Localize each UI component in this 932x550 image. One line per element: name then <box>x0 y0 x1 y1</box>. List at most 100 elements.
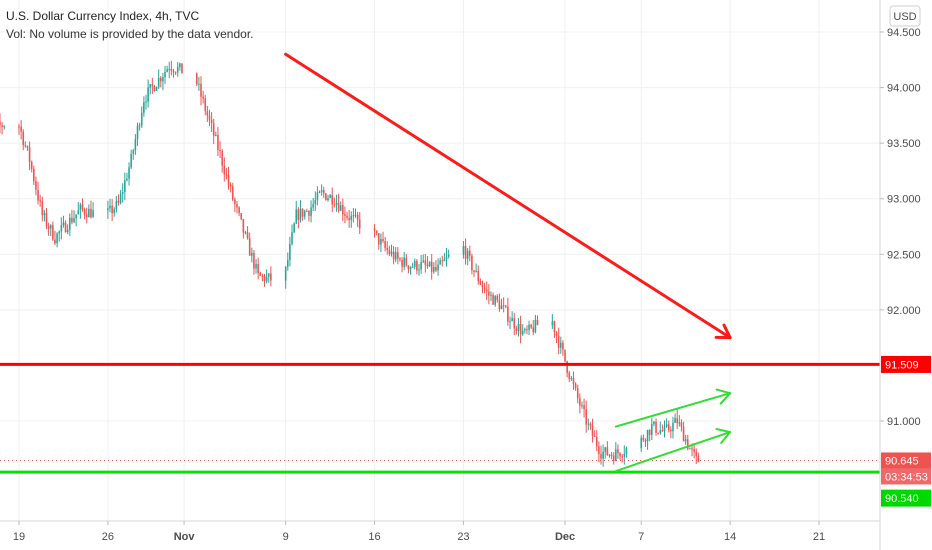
candle <box>602 444 604 467</box>
candle <box>113 207 116 217</box>
candle <box>297 207 300 229</box>
candle <box>132 148 135 160</box>
candle <box>697 452 700 463</box>
candle <box>64 220 67 233</box>
candle <box>595 430 598 452</box>
candle <box>151 77 154 95</box>
candle <box>170 60 173 76</box>
candle <box>28 141 31 171</box>
candle <box>386 241 389 255</box>
candle <box>646 429 649 450</box>
currency-button[interactable]: USD <box>889 5 921 27</box>
candle <box>490 291 492 302</box>
candle <box>49 224 52 237</box>
candle <box>411 262 414 268</box>
candle <box>600 445 602 465</box>
candle <box>598 441 600 463</box>
candle <box>121 183 124 203</box>
candle <box>140 106 143 128</box>
candle <box>574 382 577 391</box>
candle <box>322 186 325 198</box>
candle <box>229 182 232 193</box>
candle <box>621 453 623 463</box>
candle <box>674 413 676 423</box>
candle <box>71 209 73 225</box>
candle <box>642 434 645 442</box>
candle <box>41 196 44 222</box>
candle <box>468 245 471 262</box>
time-tick-label: 16 <box>368 531 380 543</box>
candle <box>75 214 77 227</box>
candle <box>536 315 539 326</box>
candle <box>200 76 202 106</box>
channel-lower-arrow[interactable] <box>614 428 732 473</box>
candle <box>92 202 94 218</box>
candle <box>672 416 674 439</box>
candle <box>507 297 509 326</box>
candle <box>198 76 200 91</box>
candle <box>665 418 668 428</box>
candle <box>568 370 571 383</box>
currency-label: USD <box>893 11 916 23</box>
candle <box>308 210 310 222</box>
candle <box>293 222 295 234</box>
candle <box>640 435 643 452</box>
candle <box>24 141 27 148</box>
candle <box>513 312 516 335</box>
candle <box>606 441 609 456</box>
candle <box>551 314 554 330</box>
candle <box>312 197 314 211</box>
candle <box>502 297 505 313</box>
price-axis[interactable]: 94.500 94.000 93.500 93.000 92.500 92.000 91.0… <box>880 27 921 428</box>
candle <box>481 280 484 294</box>
time-tick-label: 14 <box>724 531 736 543</box>
candle <box>483 282 486 294</box>
downtrend-arrow[interactable] <box>284 52 732 340</box>
candle <box>610 451 613 460</box>
candle <box>388 245 391 257</box>
candle <box>686 434 689 451</box>
candle <box>90 200 92 219</box>
candle <box>88 204 90 218</box>
candle <box>424 253 427 273</box>
candle <box>358 211 361 235</box>
candle <box>488 284 490 305</box>
candle <box>354 208 357 218</box>
candle <box>447 249 450 259</box>
candle <box>43 209 46 222</box>
candle <box>1 122 3 135</box>
candle <box>195 72 198 87</box>
candle <box>521 324 524 336</box>
candle <box>236 201 238 214</box>
candle <box>519 315 522 344</box>
candle <box>3 125 5 130</box>
candle <box>58 230 61 242</box>
candle <box>81 198 84 212</box>
candle <box>464 238 467 265</box>
candle <box>325 192 327 201</box>
candle <box>612 452 615 465</box>
candle <box>335 194 338 212</box>
candle <box>128 162 130 186</box>
candle <box>437 258 439 276</box>
candle <box>303 209 306 220</box>
candle <box>670 426 672 439</box>
time-axis[interactable]: 19 26 Nov 9 16 23 Dec 7 14 21 <box>13 521 825 543</box>
candle <box>350 211 353 228</box>
candle <box>407 265 410 274</box>
time-tick-label: 9 <box>283 531 289 543</box>
candle <box>409 266 412 275</box>
channel-upper-arrow[interactable] <box>614 388 732 428</box>
candle <box>517 318 520 337</box>
candle <box>559 336 562 354</box>
candle <box>498 293 501 312</box>
candle <box>659 421 662 435</box>
candle <box>147 79 149 108</box>
candle <box>73 210 75 224</box>
candle <box>295 200 298 225</box>
candle <box>473 269 475 277</box>
candle <box>524 327 526 334</box>
svg-text:90.540: 90.540 <box>885 493 919 505</box>
candle <box>242 218 245 239</box>
